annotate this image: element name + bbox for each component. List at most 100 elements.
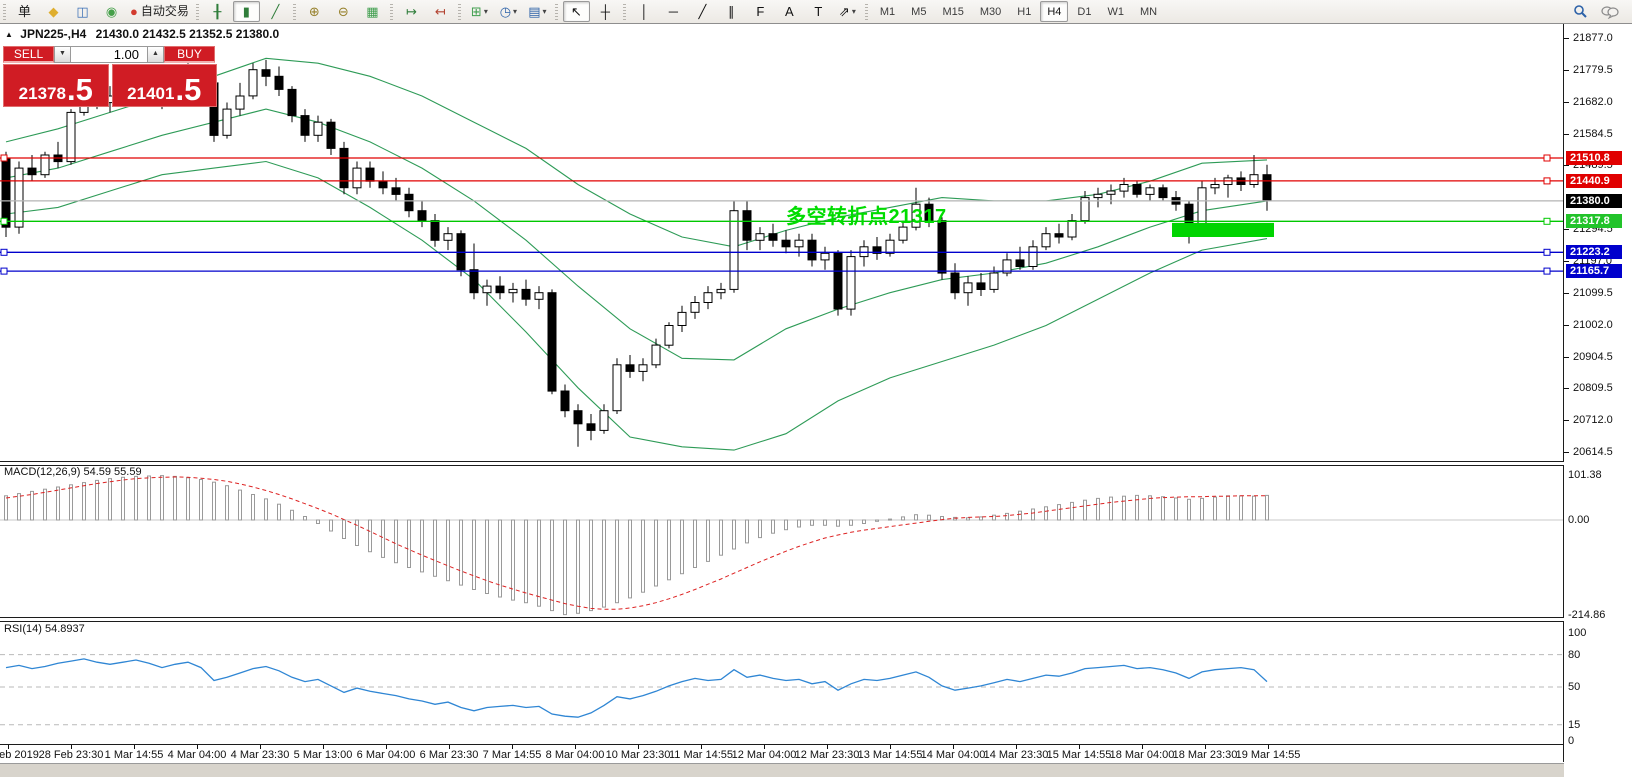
horizontal-line-button[interactable]: ─ [660, 1, 687, 22]
rsi-pane[interactable] [0, 621, 1563, 744]
time-label: 14 Mar 04:00 [920, 749, 986, 761]
candle [677, 311, 687, 326]
horizontal-line-glyph: ─ [668, 4, 678, 19]
candle [690, 302, 700, 313]
candle [482, 285, 492, 294]
pane-splitter[interactable] [0, 617, 1632, 622]
zoom-out-icon[interactable]: ⊖ [330, 1, 357, 22]
auto-scroll-icon[interactable]: ↦ [398, 1, 425, 22]
buy-price-display[interactable]: 21401 .5 [111, 64, 217, 107]
toolbar-grip [622, 3, 626, 20]
timeframe-button-mn[interactable]: MN [1139, 5, 1158, 18]
periods-button[interactable]: ◷ ▾ [495, 1, 522, 22]
templates-button[interactable]: ▤ ▾ [524, 1, 551, 22]
trendline-button[interactable]: ╱ [689, 1, 716, 22]
volume-increase-button[interactable]: ▲ [147, 46, 164, 63]
candle [963, 282, 973, 294]
signal-icon-glyph: ◉ [105, 4, 118, 19]
new-chart-button[interactable]: ⊞ ▾ [466, 1, 493, 22]
candlestick-chart-icon[interactable]: ▮ [232, 1, 260, 22]
timeframe-button-m1[interactable]: M1 [879, 5, 896, 18]
candle [599, 410, 609, 431]
candle [443, 233, 453, 241]
timeframe-button-w1[interactable]: W1 [1107, 5, 1124, 18]
autotrade-button-label: 自动交易 [140, 4, 189, 18]
macd-pane[interactable] [0, 465, 1563, 617]
text-button[interactable]: A [776, 1, 803, 22]
arrows-button[interactable]: ⇗ ▾ [834, 1, 861, 22]
time-label: 28 Feb 2019 [0, 749, 39, 761]
toolbar-grip [3, 3, 6, 20]
chevron-down-icon: ▾ [542, 7, 547, 16]
candle [898, 226, 908, 241]
fibonacci-button[interactable]: F [747, 1, 774, 22]
search-icon[interactable] [1567, 1, 1594, 22]
main-price-pane[interactable] [0, 24, 1563, 461]
buy-price-frac: .5 [175, 71, 202, 107]
candle [937, 220, 947, 274]
arrows-glyph: ⇗ [838, 4, 850, 19]
chart-window-icon[interactable]: ◫ [69, 1, 96, 22]
zoom-out-icon-glyph: ⊖ [337, 4, 349, 19]
price-tag-21223.2: 21223.2 [1566, 245, 1622, 259]
price-tag-21440.9: 21440.9 [1566, 174, 1622, 188]
time-label: 11 Mar 14:55 [668, 749, 734, 761]
candle [495, 285, 505, 294]
signal-icon[interactable]: ◉ [98, 1, 125, 22]
toolbar-grip [389, 3, 393, 20]
candle [1015, 259, 1025, 267]
time-label: 6 Mar 04:00 [356, 749, 416, 761]
chevron-down-icon: ▾ [483, 7, 488, 16]
chart-shift-icon[interactable]: ↤ [427, 1, 454, 22]
time-label: 12 Mar 04:00 [731, 749, 797, 761]
time-label: 15 Mar 14:55 [1046, 749, 1112, 761]
timeframe-button-m5[interactable]: M5 [911, 5, 927, 18]
zoom-in-icon[interactable]: ⊕ [301, 1, 328, 22]
cursor-button[interactable]: ↖ [562, 1, 590, 22]
chart-workspace: ▲ JPN225-,H4 21430.0 21432.5 21352.5 213… [0, 24, 1632, 777]
rsi-scale-label: 0 [1568, 735, 1575, 747]
buy-button[interactable]: BUY [164, 46, 215, 63]
line-chart-icon[interactable]: ╱ [262, 1, 289, 22]
trend-annotation-text[interactable]: 多空转折点21317 [786, 206, 947, 228]
label-button[interactable]: T [805, 1, 832, 22]
candlestick-chart-icon-glyph: ▮ [242, 4, 250, 19]
window-bottom-strip [0, 763, 1632, 777]
highlighter-icon[interactable]: ◆ [40, 1, 67, 22]
price-tick-label: 21002.0 [1564, 319, 1613, 331]
timeframe-button-h1[interactable]: H1 [1017, 5, 1032, 18]
candle [885, 239, 895, 254]
volume-input[interactable] [71, 46, 147, 63]
candle [586, 423, 596, 431]
autotrade-button[interactable]: ● 自动交易 [127, 1, 192, 22]
candle [781, 239, 791, 248]
sell-button[interactable]: SELL [3, 46, 54, 63]
collapse-icon[interactable]: ▲ [5, 30, 13, 39]
highlight-rectangle[interactable] [1172, 222, 1274, 237]
timeframe-button-m15[interactable]: M15 [942, 5, 964, 18]
bar-chart-icon[interactable]: ╂ [204, 1, 231, 22]
rsi-scale-label: 80 [1568, 649, 1581, 661]
timeframe-button-h4[interactable]: H4 [1040, 1, 1069, 22]
sell-price-display[interactable]: 21378 .5 [3, 64, 109, 107]
vertical-line-button[interactable]: │ [631, 1, 658, 22]
time-label: 18 Mar 04:00 [1109, 749, 1175, 761]
time-label: 18 Mar 23:30 [1172, 749, 1238, 761]
volume-decrease-button[interactable]: ▼ [54, 46, 71, 63]
new-chart-glyph: ⊞ [470, 4, 482, 19]
candle [612, 364, 622, 412]
tile-windows-icon[interactable]: ▦ [359, 1, 386, 22]
channel-button[interactable]: ∥ [718, 1, 745, 22]
timeframe-button-m30[interactable]: M30 [979, 5, 1002, 18]
crosshair-button[interactable]: ┼ [592, 1, 619, 22]
candle [508, 288, 518, 294]
rsi-scale-label: 15 [1568, 719, 1581, 731]
price-tick-label: 20904.5 [1564, 351, 1613, 363]
timeframe-button-d1[interactable]: D1 [1077, 5, 1092, 18]
chat-icon[interactable] [1596, 1, 1623, 22]
new-order-button[interactable]: 单 [11, 1, 38, 22]
price-tick-label: 21779.5 [1564, 64, 1613, 76]
candle [352, 167, 362, 189]
candle [300, 115, 310, 136]
pane-splitter[interactable] [0, 461, 1632, 466]
